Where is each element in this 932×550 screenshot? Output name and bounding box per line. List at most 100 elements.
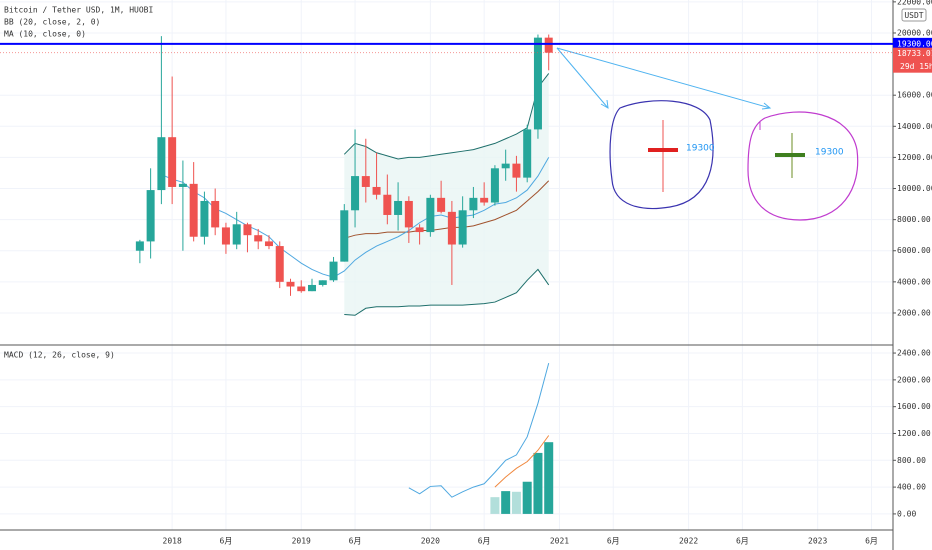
bb-basis [344,180,550,239]
last-price-box [893,47,932,73]
indicator-label: MA (10, close, 0) [4,30,86,39]
candle-body [544,37,553,53]
y-tick-label: 8000.00 [897,215,931,224]
unit-label: USDT [904,11,923,20]
y-tick-label: 400.00 [897,483,926,492]
bb-fill [344,73,549,316]
arrow-head [761,102,772,110]
y-tick-label: 2000.00 [897,308,931,317]
x-tick-label: 2021 [550,537,569,546]
candle-body [415,227,424,233]
macd-histogram-bar [522,481,532,514]
candle-body [264,241,273,247]
y-tick-label: 2400.00 [897,349,931,358]
candle-body [211,200,220,228]
candle-body [437,197,446,212]
x-tick-label: 2020 [421,537,440,546]
x-tick-label: 6月 [478,537,491,546]
indicator-label: BB (20, close, 2, 0) [4,18,100,27]
x-tick-label: 6月 [220,537,233,546]
candle-body [286,281,295,287]
y-tick-label: 22000.00 [897,0,932,6]
y-tick-label: 6000.00 [897,246,931,255]
candle-body [501,163,510,169]
price-label-box [893,37,932,50]
y-tick-label: 0.00 [897,509,916,518]
candle-body [254,235,263,242]
drawn-candle-body [648,148,678,152]
candle-body [275,246,284,282]
candle-body [189,183,198,237]
arrow [556,47,771,109]
signal-line [494,435,550,488]
y-tick-label: 20000.00 [897,28,932,37]
marks [135,34,554,514]
unit-box [901,8,927,22]
symbol-title: Bitcoin / Tether USD, 1M, HUOBI [4,6,153,15]
x-tick-label: 2022 [679,537,698,546]
macd-line [408,362,550,498]
candle-body [458,210,467,245]
candle-body [351,176,360,211]
candle-body [221,227,230,245]
candle-body [480,197,489,203]
arrow-head [600,99,609,109]
candle-body [383,194,392,215]
candle-body [372,186,381,195]
x-tick-label: 2023 [808,537,827,546]
macd-histogram-bar [490,497,500,514]
candle-body [297,286,306,292]
y-tick-label: 1600.00 [897,402,931,411]
x-tick-label: 6月 [736,537,749,546]
y-tick-label: 1200.00 [897,429,931,438]
candle-body [308,284,317,292]
circle-drawing [609,100,714,210]
price-label: 19300.00 [897,39,932,48]
candle-body [135,241,144,251]
candle-body [490,168,499,203]
candle-body [394,200,403,215]
macd-histogram-bar [511,491,521,514]
candle-body [447,211,456,245]
drawn-candle-body [775,153,805,157]
indicator-label: MACD (12, 26, close, 9) [4,351,115,360]
y-tick-label: 14000.00 [897,122,932,131]
bb-lower [344,268,550,316]
y-tick-label: 800.00 [897,456,926,465]
y-tick-label: 10000.00 [897,184,932,193]
x-tick-label: 6月 [607,537,620,546]
annotation: 19300 [815,148,844,158]
candle-body [318,280,327,285]
candle-body [157,137,166,191]
x-tick-label: 2019 [292,537,311,546]
last-price-label: 18733.01 [897,49,932,58]
macd-histogram-bar [501,491,511,514]
countdown-label: 29d 15h [900,62,932,71]
candle-body [469,197,478,211]
bb-upper [343,73,550,160]
ma-line [161,157,550,278]
candle-body [146,190,155,242]
x-tick-label: 6月 [349,537,362,546]
candle-body [361,176,370,187]
x-tick-label: 2018 [163,537,182,546]
candle-body [426,197,435,233]
candle-body [523,129,532,178]
candle-body [168,137,177,187]
macd-histogram-bar [544,442,554,514]
candle-body [243,224,252,236]
annotation: 19300 [686,144,715,154]
candle-body [340,210,349,262]
y-tick-label: 12000.00 [897,153,932,162]
arrow [556,47,609,109]
y-tick-label: 4000.00 [897,277,931,286]
candle-body [200,200,209,237]
candle-body [178,183,187,187]
candle-body [512,163,521,178]
candle-body [533,37,542,130]
circle-drawing [747,111,859,221]
candle-body [232,224,241,245]
y-tick-label: 2000.00 [897,375,931,384]
